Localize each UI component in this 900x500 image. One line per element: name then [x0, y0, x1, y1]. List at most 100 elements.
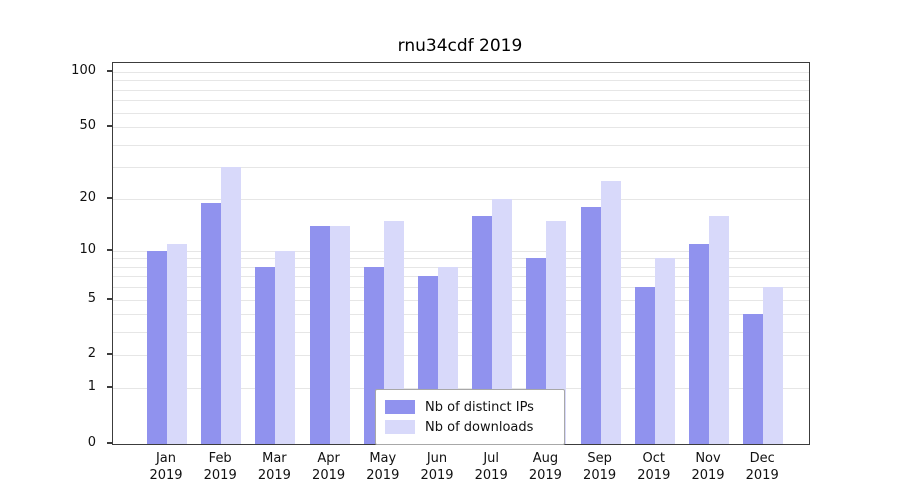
gridline-3	[113, 332, 809, 334]
legend: Nb of distinct IPs Nb of downloads	[375, 389, 565, 445]
y-tick-label-1: 1	[87, 379, 96, 395]
x-tick-label-may: May 2019	[355, 450, 411, 484]
bar-distinct-ips-jan	[147, 250, 167, 444]
y-tick-mark-10	[107, 248, 112, 251]
gridline-4	[113, 314, 809, 316]
x-tick-month: Nov	[695, 451, 721, 466]
x-tick-year: 2019	[366, 468, 400, 483]
y-tick-mark-0	[107, 442, 112, 444]
bar-distinct-ips-nov	[689, 243, 709, 444]
legend-entry-downloads: Nb of downloads	[385, 417, 555, 437]
y-tick-label-2: 2	[87, 346, 96, 362]
x-tick-year: 2019	[420, 468, 454, 483]
bar-downloads-may	[383, 220, 404, 444]
x-tick-year: 2019	[583, 468, 617, 483]
x-tick-label-sep: Sep 2019	[572, 450, 628, 484]
bar-distinct-ips-sep	[580, 206, 601, 444]
gridline-60	[113, 112, 809, 114]
bar-downloads-oct	[654, 258, 675, 444]
bar-distinct-ips-jul	[472, 215, 493, 444]
x-tick-year: 2019	[149, 468, 183, 483]
gridline-50	[113, 127, 809, 129]
x-tick-month: Jan	[155, 451, 177, 466]
bar-downloads-jan	[167, 243, 187, 444]
gridline-2	[113, 355, 809, 357]
y-tick-label-20: 20	[79, 189, 96, 205]
y-tick-label-100: 100	[71, 63, 96, 78]
bar-downloads-nov	[709, 215, 729, 444]
gridline-90	[113, 80, 809, 82]
y-tick-mark-1	[107, 386, 112, 389]
bar-layer	[113, 63, 809, 444]
legend-label-downloads: Nb of downloads	[425, 419, 534, 435]
x-tick-label-nov: Nov 2019	[680, 450, 736, 484]
gridline-5	[113, 299, 809, 301]
y-tick-label-5: 5	[87, 290, 96, 306]
x-tick-label-feb: Feb 2019	[192, 450, 248, 484]
x-tick-month: Feb	[208, 451, 232, 466]
y-tick-mark-5	[107, 297, 112, 300]
y-tick-label-10: 10	[79, 241, 96, 257]
bar-downloads-sep	[600, 181, 621, 444]
x-tick-month: Mar	[262, 451, 287, 466]
legend-swatch-downloads	[385, 420, 415, 434]
bar-distinct-ips-feb	[201, 202, 222, 444]
x-axis: Jan 2019 Feb 2019 Mar 2019 Apr 2019 May 2019 Jun 20…	[112, 446, 808, 492]
gridline-8	[113, 266, 809, 268]
legend-label-distinct-ips: Nb of distinct IPs	[425, 399, 534, 415]
x-tick-month: Apr	[317, 451, 340, 466]
y-tick-mark-100	[107, 70, 112, 72]
x-tick-month: Jun	[426, 451, 448, 466]
legend-entry-distinct-ips: Nb of distinct IPs	[385, 397, 555, 417]
bar-downloads-feb	[221, 167, 242, 444]
x-tick-year: 2019	[257, 468, 291, 483]
x-tick-year: 2019	[312, 468, 346, 483]
gridline-80	[113, 89, 809, 91]
bar-distinct-ips-oct	[634, 287, 655, 444]
x-tick-year: 2019	[474, 468, 508, 483]
bar-downloads-mar	[275, 250, 296, 444]
x-tick-label-mar: Mar 2019	[246, 450, 302, 484]
bar-distinct-ips-dec	[743, 314, 764, 444]
legend-swatch-distinct-ips	[385, 400, 415, 414]
x-tick-year: 2019	[203, 468, 237, 483]
y-tick-mark-20	[107, 196, 112, 199]
bar-downloads-apr	[329, 225, 350, 444]
y-tick-mark-2	[107, 353, 112, 356]
x-tick-month: Aug	[532, 451, 559, 466]
plot-area: Nb of distinct IPs Nb of downloads	[112, 62, 810, 445]
gridline-10	[113, 250, 809, 252]
x-tick-label-jun: Jun 2019	[409, 450, 465, 484]
x-tick-month: Sep	[587, 451, 612, 466]
bar-downloads-jul	[492, 198, 513, 444]
x-tick-month: May	[369, 451, 397, 466]
bar-downloads-aug	[546, 220, 567, 444]
x-tick-year: 2019	[528, 468, 562, 483]
gridline-6	[113, 287, 809, 289]
x-tick-label-apr: Apr 2019	[301, 450, 357, 484]
gridline-layer	[113, 63, 809, 444]
x-tick-year: 2019	[691, 468, 725, 483]
x-tick-label-oct: Oct 2019	[626, 450, 682, 484]
gridline-1	[113, 388, 809, 390]
y-tick-mark-50	[107, 125, 112, 128]
x-tick-month: Dec	[749, 451, 775, 466]
gridline-7	[113, 276, 809, 278]
gridline-20	[113, 198, 809, 200]
x-tick-month: Jul	[483, 451, 500, 466]
gridline-100	[113, 72, 809, 73]
chart-title: rnu34cdf 2019	[397, 36, 523, 56]
bar-downloads-dec	[763, 287, 784, 444]
x-tick-month: Oct	[642, 451, 666, 466]
gridline-40	[113, 144, 809, 146]
bar-distinct-ips-apr	[309, 225, 330, 444]
gridline-9	[113, 258, 809, 260]
x-tick-label-aug: Aug 2019	[517, 450, 573, 484]
y-tick-label-50: 50	[79, 118, 96, 134]
gridline-30	[113, 167, 809, 169]
bar-distinct-ips-mar	[255, 266, 276, 444]
y-tick-label-0: 0	[87, 435, 96, 450]
x-tick-year: 2019	[637, 468, 671, 483]
x-tick-year: 2019	[745, 468, 779, 483]
